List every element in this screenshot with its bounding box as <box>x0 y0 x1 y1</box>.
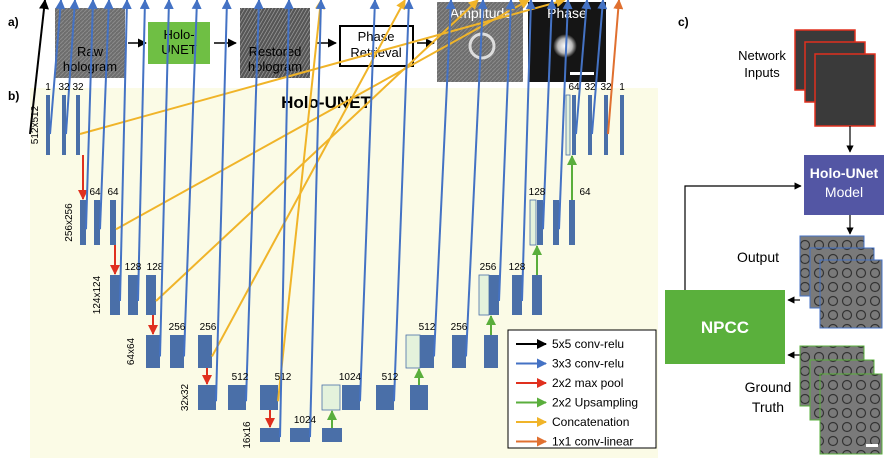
feature-map <box>553 200 559 245</box>
feature-map <box>604 95 608 155</box>
feature-map <box>569 200 575 245</box>
loss-label: NPCC <box>701 318 749 337</box>
feature-map <box>228 385 246 410</box>
channel-label: 32 <box>600 82 612 93</box>
feature-map <box>110 275 120 315</box>
ground-truth-image <box>820 374 882 454</box>
feature-map <box>452 335 466 368</box>
feature-map <box>260 385 278 410</box>
feature-map <box>484 335 498 368</box>
feature-map <box>290 428 310 442</box>
feature-map <box>198 335 212 368</box>
channel-label: 256 <box>200 322 217 333</box>
channel-label: 128 <box>529 187 546 198</box>
feature-map <box>489 275 499 315</box>
feature-map <box>410 385 428 410</box>
feature-map <box>94 200 100 245</box>
channel-label: 64 <box>107 187 119 198</box>
concatenated-map <box>479 275 489 315</box>
network-label: Holo-UNET <box>161 27 196 57</box>
feature-map <box>376 385 394 410</box>
feature-map <box>62 95 66 155</box>
channel-label: 512 <box>419 322 436 333</box>
feature-map <box>260 428 280 442</box>
channel-label: 1024 <box>294 415 317 426</box>
channel-label: 256 <box>480 262 497 273</box>
legend-label: 1x1 conv-linear <box>552 435 633 449</box>
channel-label: 32 <box>58 82 70 93</box>
feature-map <box>342 385 360 410</box>
feature-map <box>512 275 522 315</box>
resolution-label: 124x124 <box>92 275 103 314</box>
channel-label: 32 <box>584 82 596 93</box>
resolution-label: 16x16 <box>242 421 253 449</box>
concatenated-map <box>406 335 420 368</box>
channel-label: 512 <box>382 372 399 383</box>
output-label: Output <box>737 249 779 265</box>
figure: a) Rawhologram Holo-UNET Restoredhologra… <box>0 0 884 460</box>
feature-map <box>572 95 576 155</box>
network-inputs-label: NetworkInputs <box>738 48 786 80</box>
feature-map <box>420 335 434 368</box>
feature-map <box>588 95 592 155</box>
legend-label: 3x3 conv-relu <box>552 357 624 371</box>
feature-map <box>620 95 624 155</box>
channel-label: 1 <box>619 82 625 93</box>
panel-label: c) <box>678 15 689 29</box>
input-image <box>815 54 875 126</box>
feature-map <box>322 428 342 442</box>
concatenated-map <box>322 385 340 410</box>
legend-label: Concatenation <box>552 415 629 429</box>
feature-map <box>198 385 216 410</box>
channel-label: 128 <box>125 262 142 273</box>
feature-map <box>146 275 156 315</box>
channel-label: 512 <box>275 372 292 383</box>
channel-label: 1 <box>45 82 51 93</box>
output-image <box>820 260 882 328</box>
feature-map <box>532 275 542 315</box>
channel-label: 128 <box>509 262 526 273</box>
channel-label: 64 <box>568 82 580 93</box>
channel-label: 64 <box>579 187 591 198</box>
resolution-label: 256x256 <box>64 203 75 242</box>
scale-bar <box>866 444 878 447</box>
legend-label: 2x2 max pool <box>552 376 623 390</box>
feature-map <box>80 200 86 245</box>
channel-label: 1024 <box>339 372 362 383</box>
channel-label: 512 <box>232 372 249 383</box>
resolution-label: 32x32 <box>180 383 191 411</box>
panel-label: a) <box>8 15 19 29</box>
concatenated-map <box>566 95 570 155</box>
channel-label: 256 <box>451 322 468 333</box>
channel-label: 64 <box>89 187 101 198</box>
feature-map <box>170 335 184 368</box>
feature-map <box>76 95 80 155</box>
channel-label: 256 <box>169 322 186 333</box>
feature-map <box>537 200 543 245</box>
resolution-label: 64x64 <box>126 337 137 365</box>
feedback-arrow <box>685 186 801 290</box>
channel-label: 32 <box>72 82 84 93</box>
feature-map <box>46 95 50 155</box>
concatenated-map <box>530 200 536 245</box>
feature-map <box>128 275 138 315</box>
legend-label: 5x5 conv-relu <box>552 337 624 351</box>
legend-label: 2x2 Upsampling <box>552 396 638 410</box>
panel-label: b) <box>8 89 19 103</box>
feature-map <box>146 335 160 368</box>
feature-map <box>110 200 116 245</box>
